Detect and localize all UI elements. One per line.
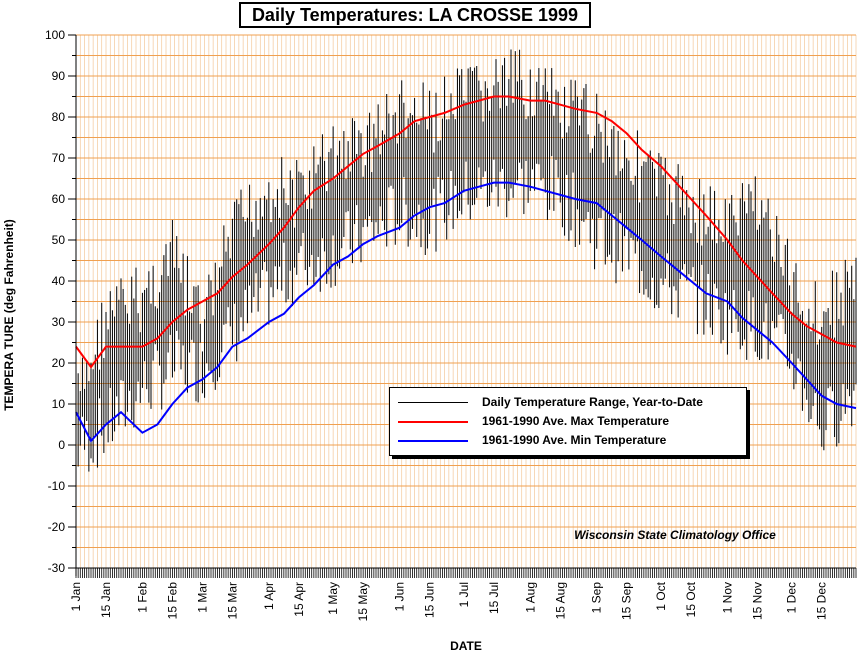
x-tick-label: 15 Feb xyxy=(165,582,179,620)
ave-max-line xyxy=(75,95,857,369)
x-tick-label: 15 Jun xyxy=(423,582,437,618)
x-tick-label: 15 Sep xyxy=(620,582,634,620)
y-tick-label: 70 xyxy=(52,151,66,165)
x-tick-label: 15 May xyxy=(356,582,370,621)
x-axis-label: DATE xyxy=(450,639,482,653)
legend-label-range: Daily Temperature Range, Year-to-Date xyxy=(482,395,703,409)
y-tick-label: -30 xyxy=(48,561,66,575)
legend-item-max: 1961-1990 Ave. Max Temperature xyxy=(398,413,738,431)
x-tick-label: 15 Aug xyxy=(553,582,567,619)
x-tick-label: 1 Dec xyxy=(785,582,799,613)
y-tick-label: -10 xyxy=(48,479,66,493)
y-tick-label: 100 xyxy=(45,28,65,42)
legend-swatch-range xyxy=(398,402,468,403)
y-tick-labels: -30 -20 -10 0 10 20 30 40 50 60 70 80 90 100 xyxy=(45,28,65,575)
x-tick-label: 1 Apr xyxy=(262,582,276,610)
ave-min-line xyxy=(75,181,857,443)
legend-label-min: 1961-1990 Ave. Min Temperature xyxy=(482,433,667,447)
legend-swatch-max xyxy=(398,421,468,423)
x-tick-label: 15 Nov xyxy=(750,582,764,620)
y-tick-label: 50 xyxy=(52,233,66,247)
y-tick-label: -20 xyxy=(48,520,66,534)
x-tick-label: 1 Feb xyxy=(135,582,149,613)
x-tick-label: 15 Apr xyxy=(292,582,306,617)
y-tick-label: 30 xyxy=(52,315,66,329)
axes xyxy=(68,34,857,578)
x-tick-label: 1 Oct xyxy=(654,581,668,610)
credit-text: Wisconsin State Climatology Office xyxy=(574,528,776,542)
chart-title: Daily Temperatures: LA CROSSE 1999 xyxy=(239,2,591,28)
x-tick-label: 1 Sep xyxy=(590,582,604,614)
x-tick-label: 15 Jan xyxy=(99,582,113,618)
y-tick-label: 0 xyxy=(58,438,65,452)
x-tick-label: 15 Oct xyxy=(684,581,698,617)
x-tick-label: 15 Mar xyxy=(225,582,239,619)
y-axis-label: TEMPERA TURE (deg Fahrenheit) xyxy=(2,219,16,411)
x-tick-label: 1 Jan xyxy=(69,582,83,611)
series-ave-min xyxy=(75,181,857,443)
y-tick-label: 20 xyxy=(52,356,66,370)
y-tick-label: 60 xyxy=(52,192,66,206)
x-tick-label: 15 Dec xyxy=(815,582,829,620)
y-tick-label: 40 xyxy=(52,274,66,288)
y-tick-label: 80 xyxy=(52,110,66,124)
legend-item-min: 1961-1990 Ave. Min Temperature xyxy=(398,432,738,450)
x-tick-label: 1 Mar xyxy=(195,582,209,613)
x-tick-label: 1 Jul xyxy=(457,582,471,607)
legend-label-max: 1961-1990 Ave. Max Temperature xyxy=(482,414,669,428)
x-tick-label: 1 Aug xyxy=(523,582,537,613)
x-tick-label: 1 Jun xyxy=(393,582,407,611)
y-tick-label: 90 xyxy=(52,69,66,83)
x-tick-label: 1 Nov xyxy=(720,582,734,613)
legend-item-range: Daily Temperature Range, Year-to-Date xyxy=(398,394,738,412)
y-tick-label: 10 xyxy=(52,397,66,411)
x-tick-labels: 1 Jan 15 Jan 1 Feb 15 Feb 1 Mar 15 Mar 1 Apr 15… xyxy=(69,581,829,621)
legend: Daily Temperature Range, Year-to-Date 19… xyxy=(389,387,747,456)
x-tick-label: 1 May xyxy=(326,582,340,615)
x-tick-label: 15 Jul xyxy=(487,582,501,614)
series-ave-max xyxy=(75,95,857,369)
legend-swatch-min xyxy=(398,440,468,442)
